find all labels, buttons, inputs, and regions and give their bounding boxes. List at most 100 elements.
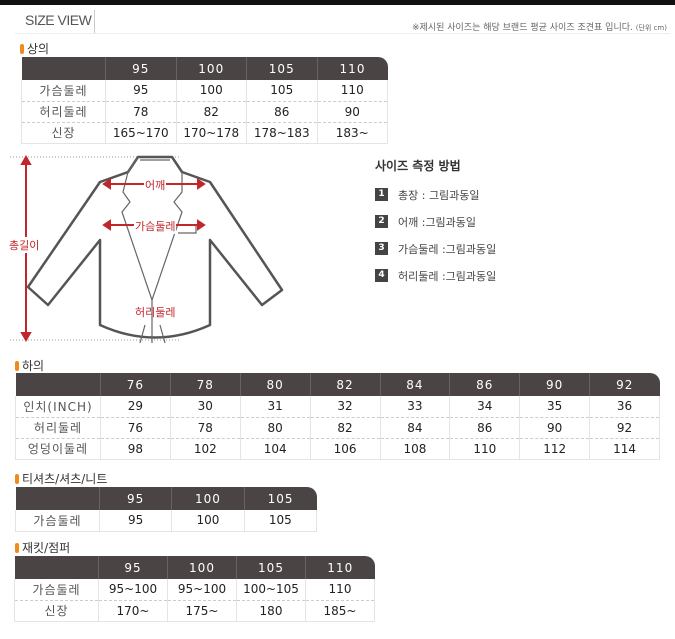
tops-size-table: 95 100 105 110 가슴둘레 95 100 105 110 허리둘레 78 82 86 90 신장… — [21, 57, 388, 144]
cell: 100 — [175, 80, 247, 102]
column-header: 90 — [519, 373, 590, 396]
column-header — [15, 373, 101, 396]
column-header: 105 — [236, 556, 306, 579]
cell: 82 — [309, 417, 380, 439]
cell: 33 — [379, 396, 450, 418]
cell: 105 — [246, 80, 317, 102]
jacket-diagram: 총길이 어깨 가슴둘레 허리둘레 — [0, 150, 360, 350]
number-badge: 1 — [375, 188, 388, 201]
column-header: 100 — [167, 556, 237, 579]
cell: 82 — [175, 101, 247, 123]
page-title: SIZE VIEW — [25, 12, 92, 28]
column-header: 92 — [589, 373, 660, 396]
table-row: 허리둘레 78 82 86 90 — [21, 101, 388, 123]
table-row: 신장 165~170 170~178 178~183 183~ — [21, 122, 388, 144]
cell: 95 — [105, 80, 176, 102]
chest-label: 가슴둘레 — [134, 218, 177, 234]
waist-label: 허리둘레 — [135, 306, 176, 319]
row-label: 신장 — [14, 600, 99, 622]
column-header — [21, 57, 106, 80]
column-header: 110 — [316, 57, 388, 80]
section-title: 재킷/점퍼 — [22, 541, 71, 555]
cell: 100~105 — [236, 579, 306, 601]
jacket-illustration — [10, 154, 284, 344]
row-label: 가슴둘레 — [15, 510, 100, 532]
bullet-icon — [15, 473, 19, 484]
cell: 108 — [379, 438, 450, 460]
column-header: 78 — [169, 373, 241, 396]
table-row: 엉덩이둘레 98 102 104 106 108 110 112 114 — [15, 438, 660, 460]
number-badge: 4 — [375, 269, 388, 282]
cell: 35 — [519, 396, 590, 418]
column-header — [15, 487, 100, 510]
cell: 98 — [100, 438, 171, 460]
bullet-icon — [15, 542, 19, 553]
cell: 178~183 — [246, 122, 317, 144]
column-header: 100 — [175, 57, 247, 80]
table-row: 가슴둘레 95~100 95~100 100~105 110 — [14, 579, 375, 601]
row-label: 엉덩이둘레 — [15, 438, 101, 460]
cell: 95~100 — [98, 579, 168, 601]
cell: 32 — [309, 396, 380, 418]
row-label: 허리둘레 — [21, 101, 106, 123]
top-bar — [0, 0, 675, 5]
cell: 86 — [449, 417, 520, 439]
cell: 112 — [519, 438, 590, 460]
cell: 110 — [449, 438, 520, 460]
cell: 175~ — [167, 600, 237, 622]
guide-text: 총장 : 그림과동일 — [398, 188, 480, 202]
guide-text: 가슴둘레 :그림과동일 — [398, 242, 497, 256]
header-row: 95 100 105 110 — [14, 556, 375, 579]
column-header: 82 — [309, 373, 380, 396]
column-header: 95 — [105, 57, 176, 80]
section-tshirts: 티셔츠/셔츠/니트 — [15, 470, 107, 487]
cell: 92 — [589, 417, 660, 439]
cell: 95~100 — [167, 579, 237, 601]
table-row: 가슴둘레 95 100 105 — [15, 510, 317, 532]
bullet-icon — [15, 360, 19, 371]
column-header: 105 — [246, 57, 317, 80]
column-header: 105 — [243, 487, 317, 510]
table-row: 신장 170~ 175~ 180 185~ — [14, 600, 375, 622]
tshirts-size-table: 95 100 105 가슴둘레 95 100 105 — [15, 487, 317, 532]
guide-item: 1 총장 : 그림과동일 — [375, 188, 496, 202]
section-tops: 상의 — [20, 40, 49, 57]
table-row: 허리둘레 76 78 80 82 84 86 90 92 — [15, 417, 660, 439]
cell: 86 — [246, 101, 317, 123]
cell: 90 — [519, 417, 590, 439]
column-header: 84 — [379, 373, 450, 396]
row-label: 가슴둘레 — [21, 80, 106, 102]
guide-item: 2 어깨 :그림과동일 — [375, 215, 496, 229]
cell: 78 — [105, 101, 176, 123]
column-header: 76 — [100, 373, 171, 396]
cell: 110 — [305, 579, 375, 601]
jackets-size-table: 95 100 105 110 가슴둘레 95~100 95~100 100~105 110 신장 1… — [14, 556, 375, 622]
header-row: 76 78 80 82 84 86 90 92 — [15, 373, 660, 396]
section-bottoms: 하의 — [15, 357, 44, 374]
cell: 78 — [169, 417, 241, 439]
cell: 183~ — [316, 122, 388, 144]
size-note: ※제시된 사이즈는 해당 브랜드 평균 사이즈 조견표 입니다. (단위 cm) — [412, 20, 667, 33]
guide-item: 3 가슴둘레 :그림과동일 — [375, 242, 497, 256]
cell: 30 — [169, 396, 241, 418]
cell: 110 — [316, 80, 388, 102]
divider — [15, 33, 670, 34]
header-row: 95 100 105 110 — [21, 57, 388, 80]
shoulder-label: 어깨 — [144, 177, 167, 193]
row-label: 인치(INCH) — [15, 396, 101, 418]
cell: 31 — [239, 396, 311, 418]
cell: 84 — [379, 417, 450, 439]
cell: 114 — [589, 438, 660, 460]
section-title: 하의 — [22, 359, 45, 373]
cell: 170~ — [98, 600, 168, 622]
row-label: 가슴둘레 — [14, 579, 99, 601]
row-label: 허리둘레 — [15, 417, 101, 439]
section-jackets: 재킷/점퍼 — [15, 539, 70, 556]
cell: 165~170 — [105, 122, 176, 144]
column-header: 86 — [449, 373, 520, 396]
unit-text: (단위 cm) — [635, 24, 667, 32]
column-header: 95 — [98, 487, 172, 510]
divider — [94, 10, 95, 34]
table-row: 가슴둘레 95 100 105 110 — [21, 80, 388, 102]
guide-title: 사이즈 측정 방법 — [375, 159, 461, 173]
